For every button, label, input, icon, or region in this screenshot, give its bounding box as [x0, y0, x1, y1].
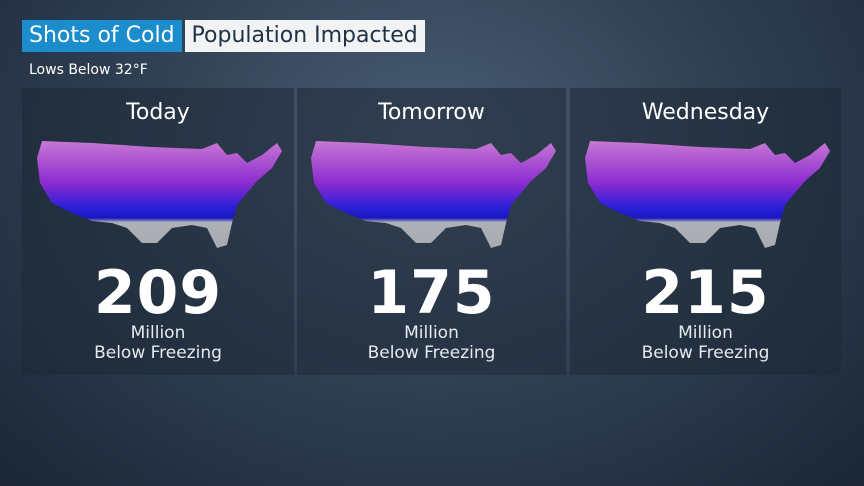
note: Lows Below 32°F — [29, 62, 148, 78]
label: Below Freezing — [367, 343, 496, 363]
map — [310, 141, 556, 248]
day: Wednesday — [641, 100, 770, 125]
map — [584, 141, 830, 248]
title-bar: Shots of Cold Population Impacted — [22, 20, 425, 52]
day: Tomorrow — [378, 100, 485, 125]
panel: Today 209 Million Below Freezing — [22, 88, 294, 375]
unit: Million — [130, 323, 186, 343]
label: Below Freezing — [94, 343, 222, 363]
unit: Million — [404, 323, 459, 343]
panel: Wednesday 215 Million Below Freezing — [570, 88, 841, 375]
unit: Million — [678, 323, 733, 343]
label: Below Freezing — [641, 343, 770, 363]
panel: Tomorrow 175 Million Below Freezing — [297, 88, 566, 375]
map — [37, 141, 282, 248]
subtitle: Population Impacted — [184, 20, 425, 52]
title: Shots of Cold — [22, 20, 182, 52]
day: Today — [126, 100, 190, 125]
number: 209 — [93, 258, 223, 328]
number: 175 — [367, 258, 496, 328]
number: 215 — [641, 258, 770, 328]
